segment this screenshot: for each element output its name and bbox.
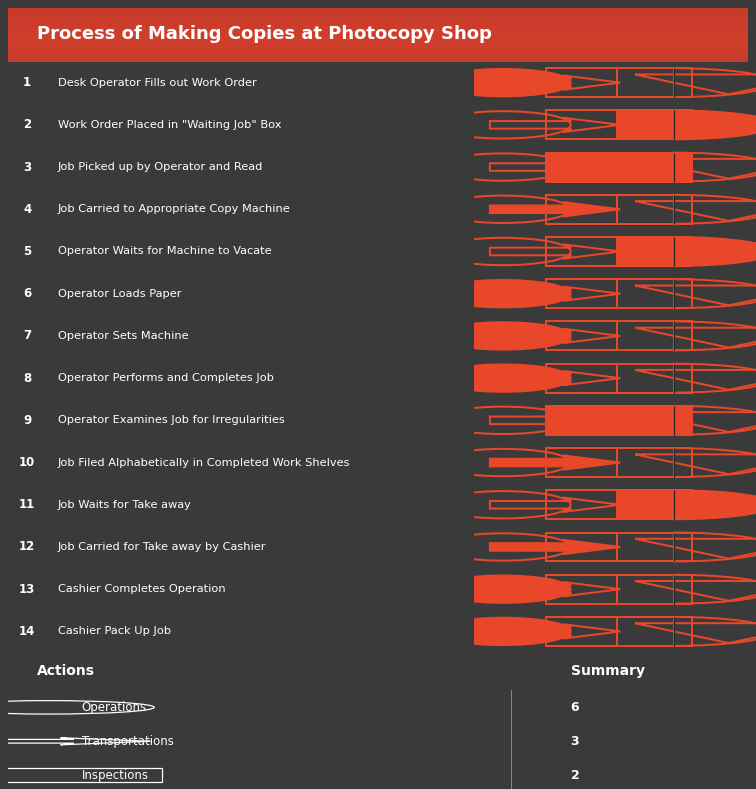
Text: 3: 3 [23, 161, 31, 174]
Bar [8, 32, 748, 35]
Text: Process of Making Copies at Photocopy Shop: Process of Making Copies at Photocopy Sh… [37, 24, 492, 43]
Bar [617, 110, 674, 140]
Bar [617, 68, 674, 97]
Bar [617, 490, 674, 519]
Bar [8, 10, 748, 13]
Bar [546, 321, 692, 350]
Bar [617, 448, 674, 477]
Bar [617, 574, 674, 604]
Bar [8, 19, 748, 21]
Bar [546, 364, 692, 393]
Text: Desk Operator Fills out Work Order: Desk Operator Fills out Work Order [57, 77, 256, 88]
Bar [0, 768, 163, 782]
Bar [8, 37, 748, 40]
Bar [8, 21, 748, 24]
Bar [8, 13, 748, 16]
Text: 3: 3 [571, 735, 579, 748]
Bar [546, 110, 692, 140]
Text: Work Order Placed in "Waiting Job" Box: Work Order Placed in "Waiting Job" Box [57, 120, 281, 130]
Bar [546, 533, 692, 562]
Bar [8, 40, 748, 43]
Bar [546, 195, 692, 224]
Bar [546, 574, 692, 604]
Text: 11: 11 [19, 499, 36, 511]
Bar [617, 237, 674, 266]
Text: Operations: Operations [82, 701, 147, 714]
Bar [546, 448, 692, 477]
Text: Operator Examines Job for Irregularities: Operator Examines Job for Irregularities [57, 415, 284, 425]
Bar [617, 364, 674, 393]
Text: Inspections: Inspections [82, 768, 149, 782]
Bar [546, 279, 692, 308]
Bar [546, 237, 692, 266]
Text: 14: 14 [19, 625, 36, 638]
Text: Job Filed Alphabetically in Completed Work Shelves: Job Filed Alphabetically in Completed Wo… [57, 458, 350, 468]
Bar [8, 35, 748, 37]
Text: 1: 1 [23, 77, 31, 89]
Text: 10: 10 [19, 456, 36, 469]
Text: 13: 13 [19, 583, 36, 596]
Ellipse shape [435, 322, 571, 350]
Bar [617, 195, 674, 224]
Bar [8, 29, 748, 32]
Text: Cashier Pack Up Job: Cashier Pack Up Job [57, 626, 171, 637]
FancyArrow shape [490, 540, 620, 554]
Text: 2: 2 [571, 768, 579, 782]
Text: 6: 6 [571, 701, 579, 714]
Bar [546, 152, 692, 181]
Text: Operator Loads Paper: Operator Loads Paper [57, 289, 181, 299]
Ellipse shape [435, 365, 571, 392]
Text: 12: 12 [19, 540, 36, 553]
Bar [8, 50, 748, 54]
Text: Summary: Summary [571, 664, 645, 679]
Ellipse shape [435, 69, 571, 96]
Bar [8, 56, 748, 59]
Text: 7: 7 [23, 330, 31, 342]
Bar [8, 46, 748, 48]
Bar [617, 279, 674, 308]
Text: 4: 4 [23, 203, 31, 215]
Bar [546, 490, 692, 519]
Text: Transportations: Transportations [82, 735, 174, 748]
Text: 8: 8 [23, 372, 31, 384]
Text: Operator Waits for Machine to Vacate: Operator Waits for Machine to Vacate [57, 246, 271, 256]
Text: Actions: Actions [37, 664, 95, 679]
Bar [8, 24, 748, 27]
Bar [8, 8, 748, 10]
Wedge shape [674, 237, 756, 266]
FancyArrow shape [490, 202, 620, 216]
Bar [8, 16, 748, 19]
Text: Job Picked up by Operator and Read: Job Picked up by Operator and Read [57, 162, 263, 172]
Bar [617, 152, 674, 181]
Ellipse shape [435, 618, 571, 645]
Text: 5: 5 [23, 245, 31, 258]
Bar [617, 321, 674, 350]
Bar [546, 68, 692, 97]
Wedge shape [674, 110, 756, 140]
Wedge shape [674, 490, 756, 519]
Text: 9: 9 [23, 414, 31, 427]
Bar [8, 27, 748, 29]
Bar [8, 59, 748, 62]
Bar [617, 617, 674, 646]
Bar [617, 406, 674, 435]
Bar [546, 406, 692, 435]
Bar [8, 43, 748, 46]
Ellipse shape [435, 280, 571, 308]
Ellipse shape [435, 575, 571, 603]
Text: Operator Sets Machine: Operator Sets Machine [57, 331, 188, 341]
Text: 6: 6 [23, 287, 31, 300]
FancyArrow shape [490, 455, 620, 469]
Text: Job Carried for Take away by Cashier: Job Carried for Take away by Cashier [57, 542, 266, 552]
Bar [8, 48, 748, 50]
Text: Job Waits for Take away: Job Waits for Take away [57, 499, 191, 510]
Text: Job Carried to Appropriate Copy Machine: Job Carried to Appropriate Copy Machine [57, 204, 290, 215]
Bar [546, 617, 692, 646]
Text: 2: 2 [23, 118, 31, 131]
Bar [617, 533, 674, 562]
Text: Cashier Completes Operation: Cashier Completes Operation [57, 584, 225, 594]
Bar [8, 54, 748, 56]
Text: Operator Performs and Completes Job: Operator Performs and Completes Job [57, 373, 274, 383]
